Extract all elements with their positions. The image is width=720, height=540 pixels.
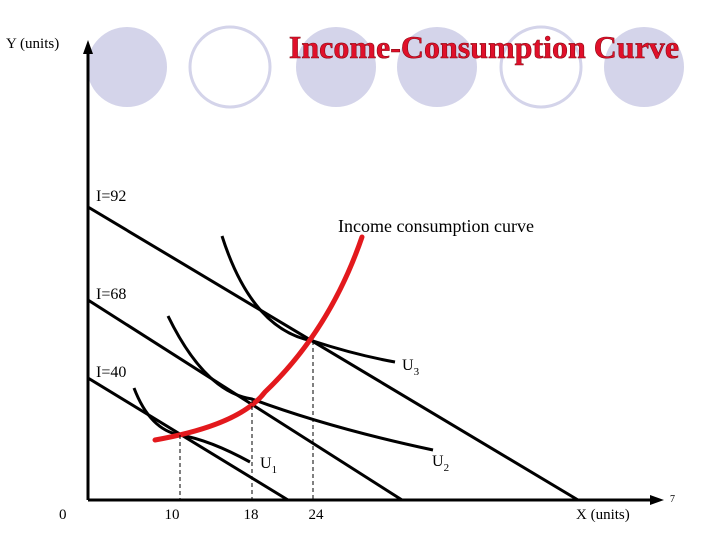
budget-line-mid — [87, 298, 403, 502]
indifference-curve-u2 — [166, 315, 434, 452]
budget-lines — [87, 205, 579, 502]
u2-label-main: U — [432, 453, 444, 470]
decorative-circle — [296, 27, 376, 107]
u2-label-subscript: 2 — [444, 462, 450, 474]
u3-label: U3 — [402, 357, 420, 378]
x-tick-18: 18 — [244, 507, 259, 523]
u3-label-subscript: 3 — [414, 366, 420, 378]
income-consumption-curve — [152, 234, 365, 443]
x-axis-label: X (units) — [576, 507, 630, 523]
drop-lines — [179, 341, 314, 500]
decorative-circle — [499, 25, 583, 109]
page-number: 7 — [670, 494, 675, 505]
y-axis-arrowhead — [83, 40, 93, 54]
u2-label: U2 — [432, 453, 449, 474]
u1-label: U1 — [260, 455, 277, 476]
x-tick-10: 10 — [165, 507, 180, 523]
budget-line-high — [87, 205, 579, 502]
budget-line-low — [87, 376, 289, 502]
decorative-circle — [188, 25, 272, 109]
decorative-circles — [87, 25, 684, 109]
budget-label-high: I=92 — [96, 188, 126, 205]
budget-label-low: I=40 — [96, 364, 126, 381]
decorative-circle — [604, 27, 684, 107]
y-axis-label: Y (units) — [6, 36, 59, 52]
indifference-curve-u1 — [132, 387, 251, 464]
icc-label: Income consumption curve — [338, 216, 534, 236]
budget-label-mid: I=68 — [96, 286, 126, 303]
axes — [83, 40, 664, 505]
u3-label-main: U — [402, 357, 414, 374]
x-axis-arrowhead — [650, 495, 664, 505]
decorative-circle — [397, 27, 477, 107]
u1-label-main: U — [260, 455, 272, 472]
origin-label: 0 — [59, 507, 67, 523]
slide-title: Income-Consumption Curve — [289, 29, 679, 65]
u1-label-subscript: 1 — [272, 464, 278, 476]
indifference-curves — [132, 235, 434, 464]
decorative-circle — [87, 27, 167, 107]
x-tick-24: 24 — [309, 507, 325, 523]
